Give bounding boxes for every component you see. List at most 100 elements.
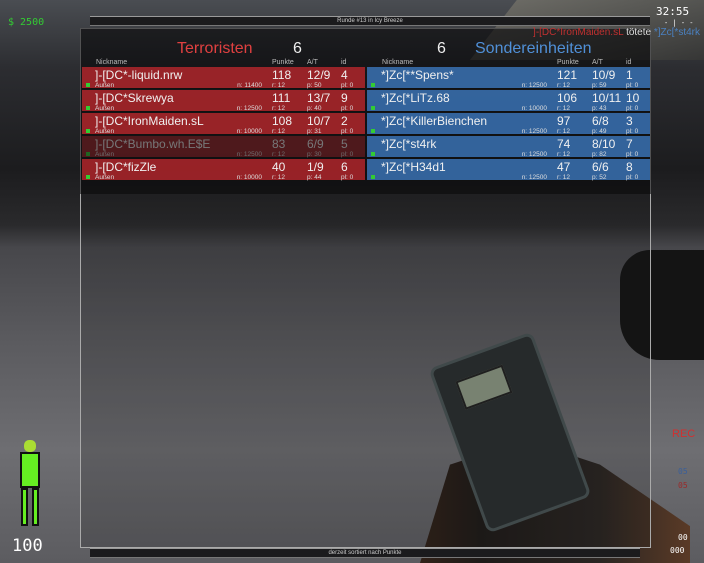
kill-verb: tötete: [626, 27, 652, 38]
player-row[interactable]: *]Zc[**Spens* n: 12500 121 r: 12 10/9 p: 59 1 p…: [367, 67, 650, 89]
player-row[interactable]: *]Zc[*st4rk n: 12500 74 r: 12 8/10 p: 82 7 pl: …: [367, 136, 650, 158]
player-n: n: 12500: [521, 82, 547, 89]
player-pl: pl: 0: [626, 105, 639, 112]
player-r: r: 12: [557, 151, 571, 158]
money: $ 2500: [8, 17, 45, 28]
player-id: 6: [341, 160, 348, 174]
player-points: 83: [272, 137, 286, 151]
player-points: 74: [557, 137, 571, 151]
player-pl: pl: 0: [626, 82, 639, 89]
player-id: 5: [341, 137, 348, 151]
col-id-ct[interactable]: id: [626, 59, 632, 66]
player-pl: pl: 0: [341, 105, 354, 112]
player-pl: pl: 0: [626, 151, 639, 158]
player-points: 118: [272, 68, 292, 82]
alive-indicator-icon: [86, 129, 90, 133]
team-score-terrorists: 6: [293, 40, 302, 57]
player-at: 12/9: [307, 68, 331, 82]
player-at: 13/7: [307, 91, 331, 105]
player-nickname: *]Zc[*LiTz.68: [381, 91, 450, 105]
player-nickname: ]-[DC*-liquid.nrw: [95, 68, 183, 82]
player-pl: pl: 0: [341, 151, 354, 158]
player-nickname: *]Zc[**Spens*: [381, 68, 454, 82]
victim-name: *]Zc[*st4rk: [653, 27, 700, 38]
player-n: n: 12500: [521, 174, 547, 181]
killer-name: ]-[DC*IronMaiden.sL: [533, 27, 624, 38]
player-at: 10/11: [592, 91, 622, 105]
player-r: r: 12: [272, 105, 286, 112]
player-location: Außen: [95, 105, 115, 112]
player-n: n: 12500: [236, 105, 262, 112]
player-at: 1/9: [307, 160, 324, 174]
player-n: n: 12500: [236, 151, 262, 158]
player-points: 121: [557, 68, 578, 82]
player-id: 4: [341, 68, 348, 82]
player-nickname: ]-[DC*Skrewya: [95, 91, 174, 105]
vehicle: [620, 250, 704, 360]
player-location: Außen: [95, 174, 115, 181]
alive-indicator-icon: [86, 106, 90, 110]
player-r: r: 12: [557, 82, 571, 89]
player-r: r: 12: [272, 82, 286, 89]
alive-indicator-icon: [86, 83, 90, 87]
player-id: 7: [626, 137, 633, 151]
player-row[interactable]: ]-[DC*-liquid.nrw Außen n: 11400 118 r: 12 12…: [82, 67, 365, 89]
player-p: p: 30: [307, 151, 322, 158]
health: 100: [12, 536, 43, 556]
player-points: 97: [557, 114, 571, 128]
player-points: 108: [272, 114, 293, 128]
player-at: 6/8: [592, 114, 609, 128]
player-r: r: 12: [272, 174, 286, 181]
player-row[interactable]: ]-[DC*fizZle Außen n: 10000 40 r: 12 1/9 p: 44…: [82, 159, 365, 181]
player-row[interactable]: ]-[DC*Bumbo.wh.E$E Außen n: 12500 83 r: 12 6/…: [82, 136, 365, 158]
player-pl: pl: 0: [341, 174, 354, 181]
col-nickname-ct[interactable]: Nickname: [382, 59, 414, 66]
player-pl: pl: 0: [626, 174, 639, 181]
ammo-total: 000: [670, 546, 685, 555]
round-timer: 32:55: [656, 5, 690, 18]
player-r: r: 12: [272, 128, 286, 135]
player-points: 47: [557, 160, 571, 174]
player-model-icon: [14, 440, 46, 528]
player-p: p: 82: [592, 151, 607, 158]
ct-alive-count: 05: [678, 467, 688, 476]
player-n: n: 11400: [237, 82, 262, 89]
player-row[interactable]: *]Zc[*H34d1 n: 12500 47 r: 12 6/6 p: 52 8 pl: 0: [367, 159, 650, 181]
alive-indicator-icon: [371, 152, 375, 156]
player-row[interactable]: *]Zc[*LiTz.68 n: 10000 106 r: 12 10/11 p: 43 1…: [367, 90, 650, 112]
player-points: 111: [272, 91, 291, 105]
player-location: Außen: [95, 82, 115, 89]
player-p: p: 50: [307, 82, 322, 89]
alive-indicator-icon: [86, 152, 90, 156]
player-n: n: 12500: [521, 151, 547, 158]
team-score-ct: 6: [437, 40, 446, 57]
col-at-ct[interactable]: A/T: [592, 59, 603, 66]
col-at[interactable]: A/T: [307, 59, 318, 66]
rec-indicator: REC: [672, 428, 696, 440]
col-points-ct[interactable]: Punkte: [557, 59, 579, 66]
col-id[interactable]: id: [341, 59, 347, 66]
timer-sub: - | - -: [664, 19, 694, 27]
player-p: p: 59: [592, 82, 607, 89]
player-nickname: ]-[DC*IronMaiden.sL: [95, 114, 204, 128]
ammo-clip: 00: [678, 533, 688, 542]
player-at: 10/9: [592, 68, 616, 82]
alive-indicator-icon: [86, 175, 90, 179]
player-row[interactable]: *]Zc[*KillerBienchen n: 12500 97 r: 12 6/8 p:…: [367, 113, 650, 135]
player-r: r: 12: [557, 105, 571, 112]
player-r: r: 12: [557, 174, 571, 181]
alive-indicator-icon: [371, 175, 375, 179]
player-id: 1: [626, 68, 633, 82]
player-nickname: ]-[DC*fizZle: [95, 160, 157, 174]
t-alive-count: 05: [678, 481, 688, 490]
player-n: n: 10000: [236, 174, 262, 181]
player-at: 10/7: [307, 114, 331, 128]
kill-feed: ]-[DC*IronMaiden.sL tötete *]Zc[*st4rk: [533, 27, 700, 39]
player-row[interactable]: ]-[DC*Skrewya Außen n: 12500 111 r: 12 13/7 p:…: [82, 90, 365, 112]
alive-indicator-icon: [371, 106, 375, 110]
player-at: 6/6: [592, 160, 609, 174]
player-row[interactable]: ]-[DC*IronMaiden.sL Außen n: 10000 108 r: 12…: [82, 113, 365, 135]
col-points[interactable]: Punkte: [272, 59, 294, 66]
player-at: 6/9: [307, 137, 324, 151]
col-nickname[interactable]: Nickname: [96, 59, 128, 66]
